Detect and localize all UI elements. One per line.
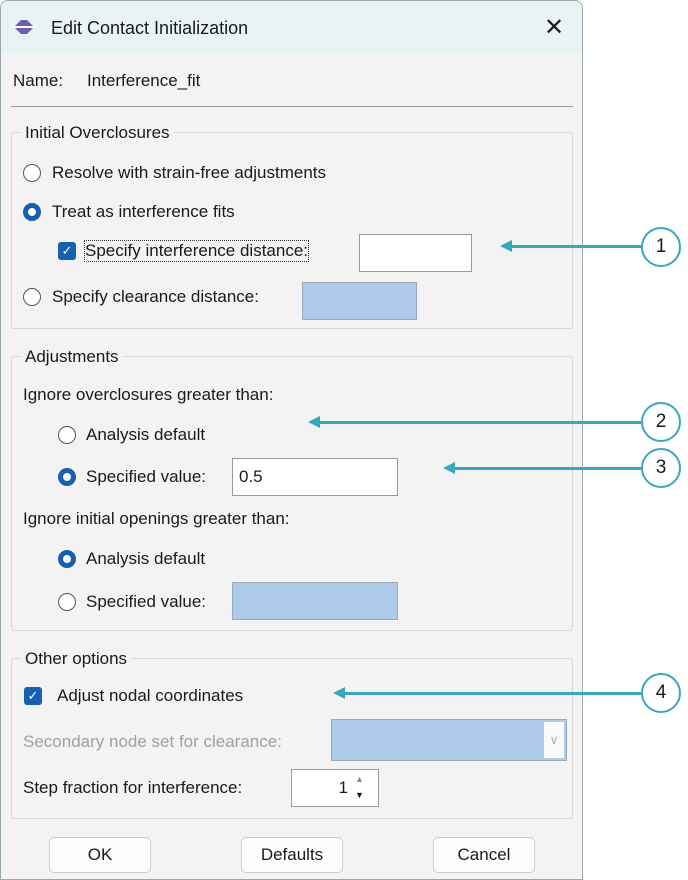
interference-distance-input[interactable]	[359, 234, 472, 272]
overclosure-specified-label: Specified value:	[86, 467, 207, 486]
secondary-node-set-combo: ∨	[331, 719, 567, 761]
specify-interference-label: Specify interference distance:	[83, 240, 310, 262]
clearance-distance-input	[302, 282, 417, 320]
defaults-button[interactable]: Defaults	[241, 837, 343, 873]
callout-4: 4	[641, 673, 681, 713]
specify-interference-checkbox[interactable]: ✓	[58, 242, 76, 260]
adjustments-legend: Adjustments	[21, 347, 123, 367]
overclosure-value-input[interactable]: 0.5	[232, 458, 398, 496]
callout-1: 1	[641, 227, 681, 267]
callout-arrow-1	[500, 240, 641, 252]
title-bar: Edit Contact Initialization ✕	[1, 1, 582, 53]
ok-button[interactable]: OK	[49, 837, 151, 873]
other-options-group	[11, 658, 573, 819]
resolve-label: Resolve with strain-free adjustments	[52, 163, 327, 182]
overclosure-default-radio[interactable]	[58, 426, 76, 444]
treat-label: Treat as interference fits	[52, 202, 235, 221]
resolve-radio[interactable]	[23, 164, 41, 182]
overclosure-specified-radio[interactable]	[58, 468, 76, 486]
overclosure-default-label: Analysis default	[86, 425, 206, 444]
opening-default-radio[interactable]	[58, 550, 76, 568]
treat-interference-radio[interactable]	[23, 203, 41, 221]
other-options-legend: Other options	[21, 649, 132, 669]
adjust-nodal-label: Adjust nodal coordinates	[57, 686, 244, 705]
callout-3: 3	[641, 448, 681, 488]
clearance-radio[interactable]	[23, 288, 41, 306]
initial-overclosures-group	[11, 132, 573, 329]
callout-2: 2	[641, 402, 681, 442]
callout-arrow-2	[308, 416, 641, 428]
adjust-nodal-checkbox[interactable]: ✓	[24, 687, 42, 705]
callout-arrow-4	[333, 687, 641, 699]
edit-contact-initialization-dialog: Edit Contact Initialization ✕ Name: Inte…	[0, 0, 583, 880]
name-label: Name:	[13, 71, 64, 90]
initial-overclosures-legend: Initial Overclosures	[21, 123, 174, 143]
callout-arrow-3	[443, 462, 641, 474]
overclosures-label: Ignore overclosures greater than:	[23, 385, 274, 404]
spin-up-icon[interactable]: ▲	[355, 774, 364, 784]
separator	[11, 106, 573, 107]
adjustments-group	[11, 356, 573, 631]
cancel-button[interactable]: Cancel	[433, 837, 535, 873]
opening-specified-label: Specified value:	[86, 592, 207, 611]
spin-down-icon[interactable]: ▼	[355, 790, 364, 800]
window-title: Edit Contact Initialization	[51, 18, 249, 38]
opening-default-label: Analysis default	[86, 549, 206, 568]
close-icon[interactable]: ✕	[544, 14, 565, 41]
step-fraction-spinner[interactable]: 1	[291, 769, 379, 807]
opening-value-input	[232, 582, 398, 620]
secondary-node-set-label: Secondary node set for clearance:	[23, 732, 282, 751]
app-icon	[12, 20, 36, 34]
clearance-label: Specify clearance distance:	[52, 287, 259, 306]
openings-label: Ignore initial openings greater than:	[23, 509, 290, 528]
chevron-down-icon: ∨	[544, 722, 564, 758]
opening-specified-radio[interactable]	[58, 593, 76, 611]
step-fraction-label: Step fraction for interference:	[23, 778, 243, 797]
name-value: Interference_fit	[87, 71, 201, 90]
